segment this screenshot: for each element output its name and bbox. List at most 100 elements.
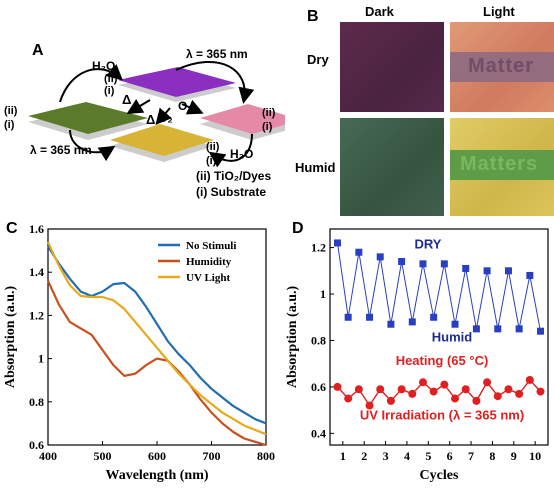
dry-humid-series-point: [419, 260, 427, 268]
arrow-o2-right: [181, 99, 204, 115]
heating-uv-series-point: [376, 385, 385, 394]
dry-humid-series-point: [366, 313, 374, 321]
d-x-tick-label: 5: [425, 449, 431, 463]
c-y-tick-label: 1.2: [29, 308, 44, 322]
c-x-axis-label: Wavelength (nm): [105, 468, 208, 483]
heating-uv-series-point: [408, 389, 417, 398]
d-plot-frame: [329, 228, 549, 446]
d-x-axis-label: Cycles: [420, 468, 459, 483]
tile-green: [28, 102, 148, 134]
d-y-tick-label: 1.2: [311, 241, 326, 255]
dry-humid-series-point: [472, 325, 480, 333]
layer-i-top: (i): [104, 85, 115, 97]
heating-uv-series-point: [472, 396, 481, 405]
panel-c-chart: C 400 500 600 700 800 0.6 0.8 1 1.2 1.4 1.6 Wavelen…: [3, 220, 275, 483]
dry-humid-series-point: [355, 248, 363, 256]
dry-humid-series-point: [408, 318, 416, 326]
d-y-tick-label: 0.6: [311, 380, 326, 394]
layer-i-left: (i): [4, 119, 15, 131]
heating-uv-series-point: [451, 394, 460, 403]
annotation-dry: DRY: [415, 237, 442, 252]
d-y-tick-label: 1: [320, 287, 326, 301]
heating-uv-series-point: [461, 385, 470, 394]
arrow-h2o-top: [59, 64, 123, 103]
heating-uv-series-point: [536, 387, 545, 396]
col-dark-header: Dark: [365, 4, 394, 19]
humid-pattern-word: Matters: [460, 153, 539, 175]
lambda-top-text: λ = 365 nm: [186, 47, 248, 61]
c-plot-frame: [47, 228, 267, 446]
swatch-dry-light: Matter: [450, 22, 554, 112]
panel-a-label: A: [32, 42, 44, 59]
dry-humid-series-point: [398, 258, 406, 266]
arrow-h2o-bottom: [208, 133, 253, 168]
d-x-tick-label: 2: [361, 449, 367, 463]
tile-pink: [200, 104, 285, 134]
panel-d-label: D: [292, 220, 304, 237]
dry-humid-series-line: [337, 242, 541, 332]
heating-uv-series-point: [397, 385, 406, 394]
panel-b-label: B: [307, 8, 319, 25]
dry-pattern-word: Matter: [468, 55, 535, 77]
c-x-tick-label: 400: [39, 449, 57, 463]
tile-purple: [118, 67, 236, 97]
c-x-tick-label: 500: [94, 449, 112, 463]
d-y-tick-label: 0.4: [311, 426, 326, 440]
panel-d-chart: D 1 2 3 4 5 6 7 8 9 10 0.4 0.6 0.8 1 1.2 Cycles Absorpti…: [285, 220, 549, 483]
o2-center-text: O₂: [158, 111, 173, 125]
c-y-tick-label: 1.4: [29, 265, 44, 279]
col-light-header: Light: [483, 4, 515, 19]
dry-pattern-band: [450, 52, 554, 82]
d-x-tick-label: 1: [340, 449, 346, 463]
c-x-tick-label: 700: [203, 449, 221, 463]
annotation-uv: UV Irradiation (λ = 365 nm): [360, 407, 524, 422]
series-uv-light-legend-label: UV Light: [186, 272, 230, 284]
layer-ii-bottom: (ii): [206, 141, 220, 153]
arrow-uv-top: [175, 60, 255, 104]
legend-tio2: (ii) TiO₂/Dyes: [196, 169, 271, 183]
lambda-bottom-text: λ = 365 nm: [30, 143, 92, 157]
delta-center: Δ: [146, 112, 155, 127]
dry-humid-series-point: [537, 327, 545, 335]
dry-humid-series-point: [526, 271, 534, 279]
heating-uv-series-point: [525, 375, 534, 384]
d-x-tick-label: 8: [489, 449, 495, 463]
dry-humid-series-point: [387, 320, 395, 328]
h2o-bottom-text: H₂O: [230, 147, 253, 161]
panel-c-label: C: [6, 220, 18, 237]
layer-ii-top: (ii): [104, 73, 118, 85]
c-y-tick-label: 0.6: [29, 438, 44, 452]
annotation-heating: Heating (65 °C): [396, 353, 489, 368]
d-x-tick-label: 6: [447, 449, 453, 463]
swatch-dry-dark: [340, 22, 444, 112]
dry-humid-series-point: [515, 325, 523, 333]
h2o-top-text: H₂O: [92, 59, 115, 73]
dry-humid-series-point: [494, 325, 502, 333]
heating-uv-series-point: [418, 378, 427, 387]
series-no-stimuli-legend-label: No Stimuli: [186, 240, 236, 252]
humid-pattern-band: [450, 150, 554, 180]
tile-yellow: [110, 124, 214, 156]
annotation-humid: Humid: [432, 330, 473, 345]
heating-uv-series-point: [429, 387, 438, 396]
d-x-tick-label: 4: [404, 449, 410, 463]
heating-uv-series-point: [515, 389, 524, 398]
dry-humid-series-point: [344, 313, 352, 321]
c-y-axis-label: Absorption (a.u.): [3, 286, 18, 389]
layer-i-right: (i): [262, 121, 273, 133]
heating-uv-series-point: [333, 382, 342, 391]
dry-humid-series-point: [504, 267, 512, 275]
c-x-tick-label: 800: [257, 449, 275, 463]
arrow-heat-left: [126, 98, 151, 115]
arrow-uv-bottom: [69, 129, 116, 162]
heating-uv-series-point: [344, 394, 353, 403]
layer-ii-left: (ii): [4, 105, 18, 117]
dry-humid-series-point: [376, 253, 384, 261]
c-y-tick-label: 0.8: [29, 395, 44, 409]
arrow-heat-center: [155, 107, 172, 126]
series-uv-light-line: [47, 241, 267, 436]
heating-uv-series-point: [493, 392, 502, 401]
heating-uv-series-point: [440, 380, 449, 389]
d-x-tick-label: 3: [383, 449, 389, 463]
d-x-tick-label: 7: [468, 449, 474, 463]
